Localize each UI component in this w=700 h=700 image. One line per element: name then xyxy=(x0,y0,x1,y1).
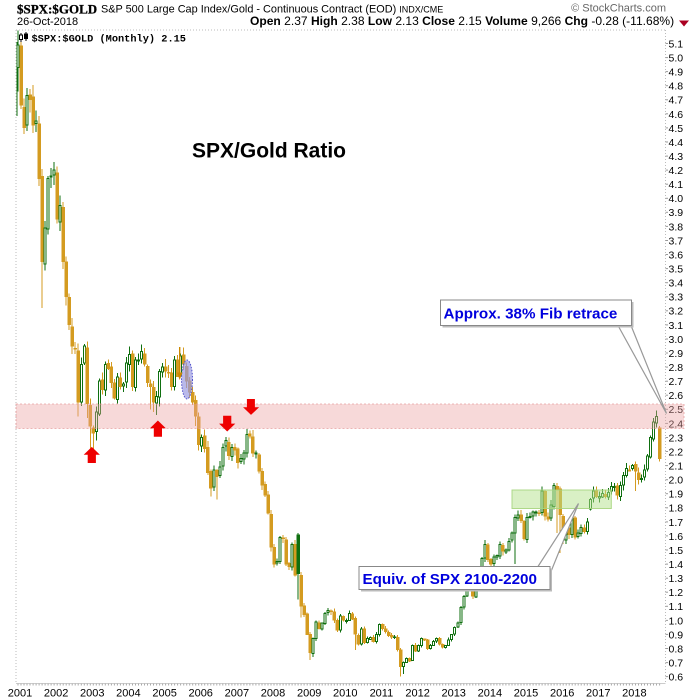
svg-text:0.9: 0.9 xyxy=(669,629,684,641)
svg-text:SPX/Gold Ratio: SPX/Gold Ratio xyxy=(192,140,346,163)
svg-text:1.6: 1.6 xyxy=(669,531,684,543)
svg-text:3.1: 3.1 xyxy=(669,320,684,332)
svg-text:2006: 2006 xyxy=(188,688,212,700)
svg-text:3.0: 3.0 xyxy=(669,334,684,346)
svg-text:2001: 2001 xyxy=(8,688,32,700)
svg-text:4.7: 4.7 xyxy=(669,95,684,107)
svg-text:3.3: 3.3 xyxy=(669,292,684,304)
svg-text:2005: 2005 xyxy=(152,688,176,700)
svg-text:1.8: 1.8 xyxy=(669,503,684,515)
svg-text:2018: 2018 xyxy=(622,688,646,700)
svg-text:Open 2.37 High 2.38 Low 2.13: Open 2.37 High 2.38 Low 2.13 Close 2.15 … xyxy=(250,14,674,28)
svg-text:2013: 2013 xyxy=(441,688,465,700)
svg-text:2.9: 2.9 xyxy=(669,348,684,360)
svg-text:2.1: 2.1 xyxy=(669,461,684,473)
svg-text:5.0: 5.0 xyxy=(669,53,684,65)
svg-text:2007: 2007 xyxy=(225,688,249,700)
svg-text:1.5: 1.5 xyxy=(669,545,684,557)
svg-text:2.5: 2.5 xyxy=(669,404,684,416)
svg-text:2011: 2011 xyxy=(370,688,394,700)
svg-text:4.4: 4.4 xyxy=(669,137,684,149)
svg-text:2014: 2014 xyxy=(478,688,502,700)
svg-text:4.3: 4.3 xyxy=(669,151,684,163)
svg-text:5.1: 5.1 xyxy=(669,38,684,50)
svg-text:1.7: 1.7 xyxy=(669,517,684,529)
svg-text:26-Oct-2018: 26-Oct-2018 xyxy=(17,16,78,28)
svg-text:2.3: 2.3 xyxy=(669,432,684,444)
svg-text:2016: 2016 xyxy=(550,688,574,700)
svg-text:2012: 2012 xyxy=(405,688,429,700)
svg-text:2017: 2017 xyxy=(586,688,610,700)
svg-text:1.4: 1.4 xyxy=(669,559,684,571)
svg-text:3.8: 3.8 xyxy=(669,221,684,233)
svg-text:1.0: 1.0 xyxy=(669,615,684,627)
svg-text:2.0: 2.0 xyxy=(669,475,684,487)
svg-text:0.8: 0.8 xyxy=(669,643,684,655)
svg-text:2.8: 2.8 xyxy=(669,362,684,374)
svg-text:3.4: 3.4 xyxy=(669,278,684,290)
svg-text:© StockCharts.com: © StockCharts.com xyxy=(571,3,666,15)
svg-text:2.4: 2.4 xyxy=(669,418,684,430)
svg-text:4.8: 4.8 xyxy=(669,81,684,93)
svg-text:S&P 500 Large Cap Index/Gold -: S&P 500 Large Cap Index/Gold - Continuou… xyxy=(101,4,443,16)
svg-text:4.5: 4.5 xyxy=(669,123,684,135)
svg-text:Equiv. of SPX 2100-2200: Equiv. of SPX 2100-2200 xyxy=(363,571,537,588)
svg-text:2003: 2003 xyxy=(80,688,104,700)
svg-text:2002: 2002 xyxy=(44,688,68,700)
svg-text:2010: 2010 xyxy=(333,688,357,700)
svg-text:3.2: 3.2 xyxy=(669,306,684,318)
svg-text:2.2: 2.2 xyxy=(669,446,684,458)
svg-text:2008: 2008 xyxy=(261,688,285,700)
svg-text:3.9: 3.9 xyxy=(669,207,684,219)
svg-text:4.9: 4.9 xyxy=(669,67,684,79)
svg-text:2009: 2009 xyxy=(297,688,321,700)
svg-text:4.0: 4.0 xyxy=(669,193,684,205)
svg-text:1.9: 1.9 xyxy=(669,489,684,501)
svg-text:3.5: 3.5 xyxy=(669,264,684,276)
svg-text:3.6: 3.6 xyxy=(669,249,684,261)
svg-text:3.7: 3.7 xyxy=(669,235,684,247)
svg-text:4.6: 4.6 xyxy=(669,109,684,121)
svg-text:4.1: 4.1 xyxy=(669,179,684,191)
svg-text:$SPX:$GOLD (Monthly) 2.15: $SPX:$GOLD (Monthly) 2.15 xyxy=(32,34,186,46)
svg-text:2015: 2015 xyxy=(514,688,538,700)
svg-text:1.2: 1.2 xyxy=(669,587,684,599)
svg-text:1.3: 1.3 xyxy=(669,573,684,585)
svg-text:2.6: 2.6 xyxy=(669,390,684,402)
svg-text:4.2: 4.2 xyxy=(669,165,684,177)
svg-text:0.6: 0.6 xyxy=(669,672,684,684)
svg-text:1.1: 1.1 xyxy=(669,601,684,613)
svg-text:2.7: 2.7 xyxy=(669,376,684,388)
svg-text:2004: 2004 xyxy=(116,688,140,700)
svg-text:$SPX:$GOLD: $SPX:$GOLD xyxy=(17,2,97,17)
svg-text:Approx. 38% Fib retrace: Approx. 38% Fib retrace xyxy=(444,306,618,323)
svg-text:0.7: 0.7 xyxy=(669,658,684,670)
